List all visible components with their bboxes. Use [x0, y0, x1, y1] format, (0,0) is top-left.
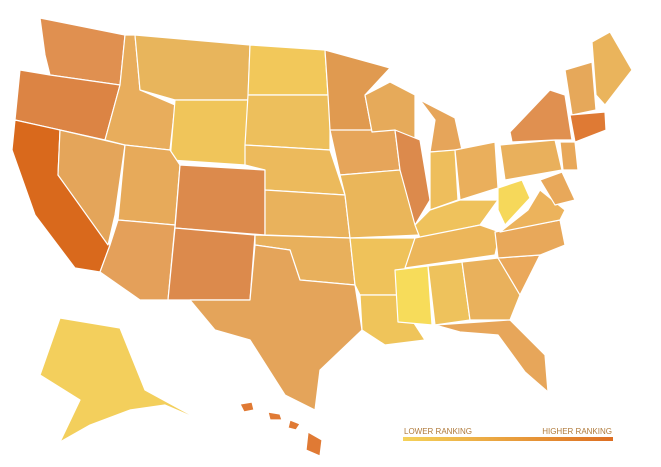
- state: [267, 411, 283, 421]
- state: [497, 179, 531, 226]
- state: [239, 401, 255, 413]
- state: [99, 219, 176, 301]
- state: [339, 169, 421, 239]
- state: [499, 139, 563, 181]
- state: [591, 31, 633, 106]
- state: [244, 94, 331, 151]
- state: [287, 419, 301, 431]
- state: [564, 61, 597, 116]
- state: [247, 44, 329, 96]
- state: [264, 189, 351, 239]
- state: [39, 317, 201, 443]
- legend-high-label: HIGHER RANKING: [542, 427, 612, 436]
- state: [569, 111, 607, 143]
- state: [134, 34, 251, 101]
- state: [394, 265, 433, 326]
- state: [509, 89, 573, 143]
- state: [305, 431, 323, 457]
- state: [329, 129, 401, 176]
- state: [117, 144, 181, 226]
- legend: LOWER RANKING HIGHER RANKING: [403, 427, 613, 441]
- state: [174, 164, 266, 236]
- legend-low-label: LOWER RANKING: [404, 427, 472, 436]
- state: [461, 257, 521, 321]
- state: [454, 141, 499, 201]
- states: [11, 17, 633, 457]
- state: [419, 99, 463, 153]
- state: [169, 99, 249, 166]
- state: [434, 319, 549, 393]
- state: [539, 171, 576, 206]
- state: [429, 149, 459, 211]
- state: [559, 141, 579, 171]
- state: [167, 227, 256, 301]
- legend-gradient: [403, 437, 613, 441]
- state: [394, 129, 431, 226]
